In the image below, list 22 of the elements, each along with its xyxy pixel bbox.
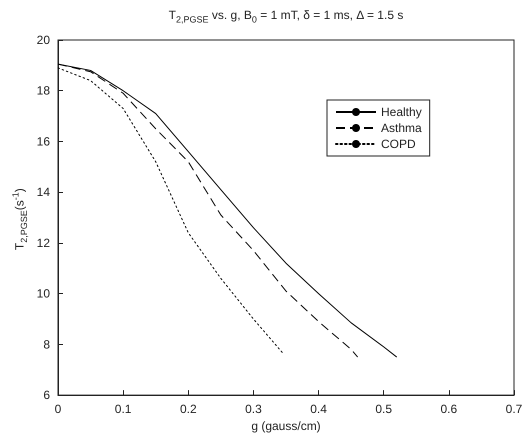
y-tick-label: 6: [43, 388, 50, 402]
y-tick-label: 16: [36, 134, 50, 148]
y-tick-label: 20: [36, 33, 50, 47]
x-axis-title: g (gauss/cm): [251, 419, 321, 433]
x-tick-label: 0.3: [245, 402, 262, 416]
x-tick-label: 0.1: [114, 402, 132, 416]
x-tick-label: 0.5: [375, 402, 392, 416]
x-tick-label: 0.2: [180, 402, 197, 416]
y-tick-label: 8: [43, 337, 50, 352]
y-tick-label: 14: [36, 185, 50, 200]
y-tick-label: 10: [36, 286, 50, 301]
x-tick-label: 0.6: [440, 402, 458, 416]
x-tick-label: 0.7: [506, 402, 523, 416]
y-tick-label: 18: [36, 84, 50, 98]
x-tick-label: 0.4: [310, 402, 328, 416]
x-tick-label: 0: [54, 402, 62, 416]
line-series: [58, 67, 285, 356]
legend-label: Healthy: [381, 105, 422, 119]
legend-label: Asthma: [381, 121, 422, 135]
legend-label: COPD: [381, 137, 416, 151]
chart-title: T$_{2,PGSE}$ vs. g, B$_{0}$ = 1 mT, δ = 1 ms, Δ = 1.5 s: [168, 8, 404, 24]
y-tick-label: 12: [36, 236, 50, 250]
